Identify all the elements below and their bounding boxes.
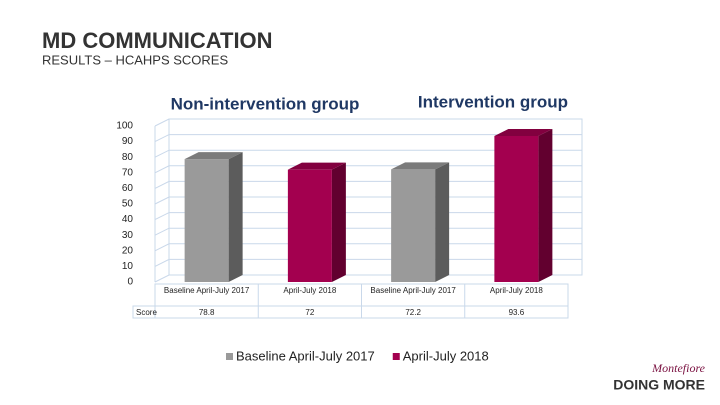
bar-top: [287, 162, 346, 170]
y-tick-label: 80: [122, 152, 134, 163]
logo-tagline: DOING MORE: [613, 377, 705, 393]
x-tick-label: April-July 2018: [283, 286, 336, 295]
table-border: [132, 305, 156, 319]
x-tick-label: April-July 2018: [490, 286, 543, 295]
y-tick-label: 30: [122, 230, 134, 241]
y-tick-label: 20: [122, 245, 134, 256]
group-label: Intervention group: [418, 92, 568, 111]
y-tick-label: 0: [127, 277, 133, 288]
x-tick-label: Baseline April-July 2017: [370, 286, 456, 295]
bar-top: [184, 152, 243, 160]
y-tick-label: 60: [122, 183, 134, 194]
grid-line: [154, 118, 582, 127]
legend-label: April-July 2018: [403, 348, 489, 363]
table-row-label: Score: [136, 308, 157, 317]
bar-side: [228, 152, 243, 282]
y-tick-label: 50: [122, 199, 134, 210]
y-tick-label: 70: [122, 167, 134, 178]
group-label: Non-intervention group: [171, 94, 360, 113]
table-value: 72.2: [405, 308, 421, 317]
bar: [287, 169, 332, 282]
grid-line: [154, 134, 582, 143]
bar-side: [435, 162, 450, 282]
grid-line: [154, 149, 582, 158]
bar: [494, 135, 539, 282]
y-tick-label: 10: [122, 261, 134, 272]
legend-swatch: [392, 353, 400, 360]
table-value: 93.6: [509, 308, 525, 317]
logo-name: Montefiore: [651, 361, 706, 375]
y-tick-label: 90: [122, 136, 134, 147]
bar-side: [331, 162, 346, 282]
table-value: 72: [305, 308, 314, 317]
legend-swatch: [226, 353, 233, 360]
bar-top: [494, 128, 553, 136]
y-tick-label: 100: [116, 121, 133, 132]
bar-top: [391, 162, 450, 170]
bar: [391, 169, 436, 282]
table-value: 78.8: [199, 308, 215, 317]
legend-label: Baseline April-July 2017: [236, 348, 375, 363]
bar-side: [538, 128, 553, 282]
y-tick-label: 40: [122, 214, 134, 225]
slide-title: MD COMMUNICATION: [42, 28, 273, 53]
x-tick-label: Baseline April-July 2017: [164, 286, 250, 295]
bar: [184, 159, 229, 282]
slide-subtitle: RESULTS – HCAHPS SCORES: [42, 52, 228, 67]
